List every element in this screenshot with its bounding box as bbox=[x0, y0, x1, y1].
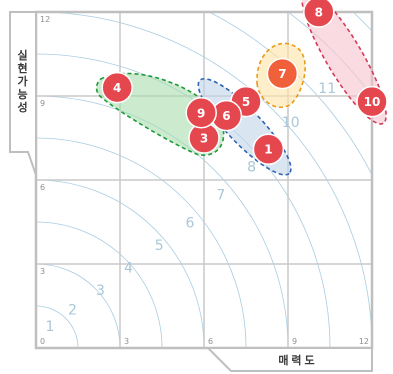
point-1: 1 bbox=[252, 133, 285, 165]
contour-label: 7 bbox=[216, 188, 225, 204]
x-axis-label: 매력도 bbox=[278, 353, 317, 367]
contour-label: 10 bbox=[282, 115, 300, 131]
contour-label: 6 bbox=[186, 216, 195, 232]
point-marker bbox=[185, 97, 217, 129]
point-3: 3 bbox=[188, 122, 220, 154]
contour-label: 2 bbox=[68, 302, 77, 318]
contour-line bbox=[36, 95, 289, 348]
contour-line bbox=[36, 305, 79, 348]
point-4: 4 bbox=[101, 71, 133, 104]
y-tick-label: 6 bbox=[40, 183, 45, 192]
y-tick-label: 3 bbox=[40, 267, 45, 276]
grid-lines bbox=[34, 10, 374, 350]
point-7: 7 bbox=[266, 57, 299, 90]
x-tick-label: 12 bbox=[359, 337, 369, 346]
y-tick-label: 9 bbox=[40, 99, 45, 108]
point-9: 9 bbox=[185, 97, 217, 129]
y-axis-label: 실현가능성 bbox=[16, 48, 29, 114]
point-8: 8 bbox=[303, 0, 335, 28]
point-marker bbox=[356, 85, 388, 118]
x-axis-tab: 매력도 bbox=[205, 347, 373, 372]
x-tick-label: 0 bbox=[40, 337, 45, 346]
y-axis-tab: 실현가능성 bbox=[9, 11, 37, 176]
contour-line bbox=[352, 12, 372, 32]
point-10: 10 bbox=[356, 85, 388, 118]
point-marker bbox=[252, 133, 285, 165]
data-points: 1 3 4 56 7 8 9 10 bbox=[101, 0, 388, 165]
point-label: 9 bbox=[197, 106, 205, 120]
point-label: 6 bbox=[222, 109, 230, 123]
x-tick-label: 3 bbox=[124, 337, 129, 346]
contour-line bbox=[36, 179, 205, 348]
contour-line bbox=[36, 263, 121, 348]
contour-line bbox=[36, 221, 163, 348]
point-marker bbox=[266, 57, 299, 90]
point-marker bbox=[101, 71, 133, 104]
y-tick-label: 12 bbox=[40, 15, 50, 24]
point-label: 4 bbox=[113, 81, 121, 95]
contour-line bbox=[36, 12, 372, 348]
point-label: 5 bbox=[242, 95, 250, 109]
point-label: 1 bbox=[264, 143, 272, 157]
contour-label: 3 bbox=[96, 283, 105, 299]
x-tick-label: 9 bbox=[292, 337, 297, 346]
contour-label: 11 bbox=[318, 81, 336, 97]
contour-line bbox=[36, 137, 247, 348]
point-marker bbox=[303, 0, 335, 28]
point-label: 8 bbox=[315, 6, 323, 20]
plot-frame bbox=[34, 10, 374, 350]
contour-label: 5 bbox=[155, 238, 164, 254]
contour-label: 4 bbox=[124, 260, 133, 276]
contour-label: 1 bbox=[46, 319, 55, 335]
contour-label: 8 bbox=[247, 160, 256, 176]
point-label: 10 bbox=[364, 95, 381, 109]
point-label: 3 bbox=[200, 132, 208, 146]
x-tick-label: 6 bbox=[208, 337, 213, 346]
point-label: 7 bbox=[278, 67, 286, 81]
